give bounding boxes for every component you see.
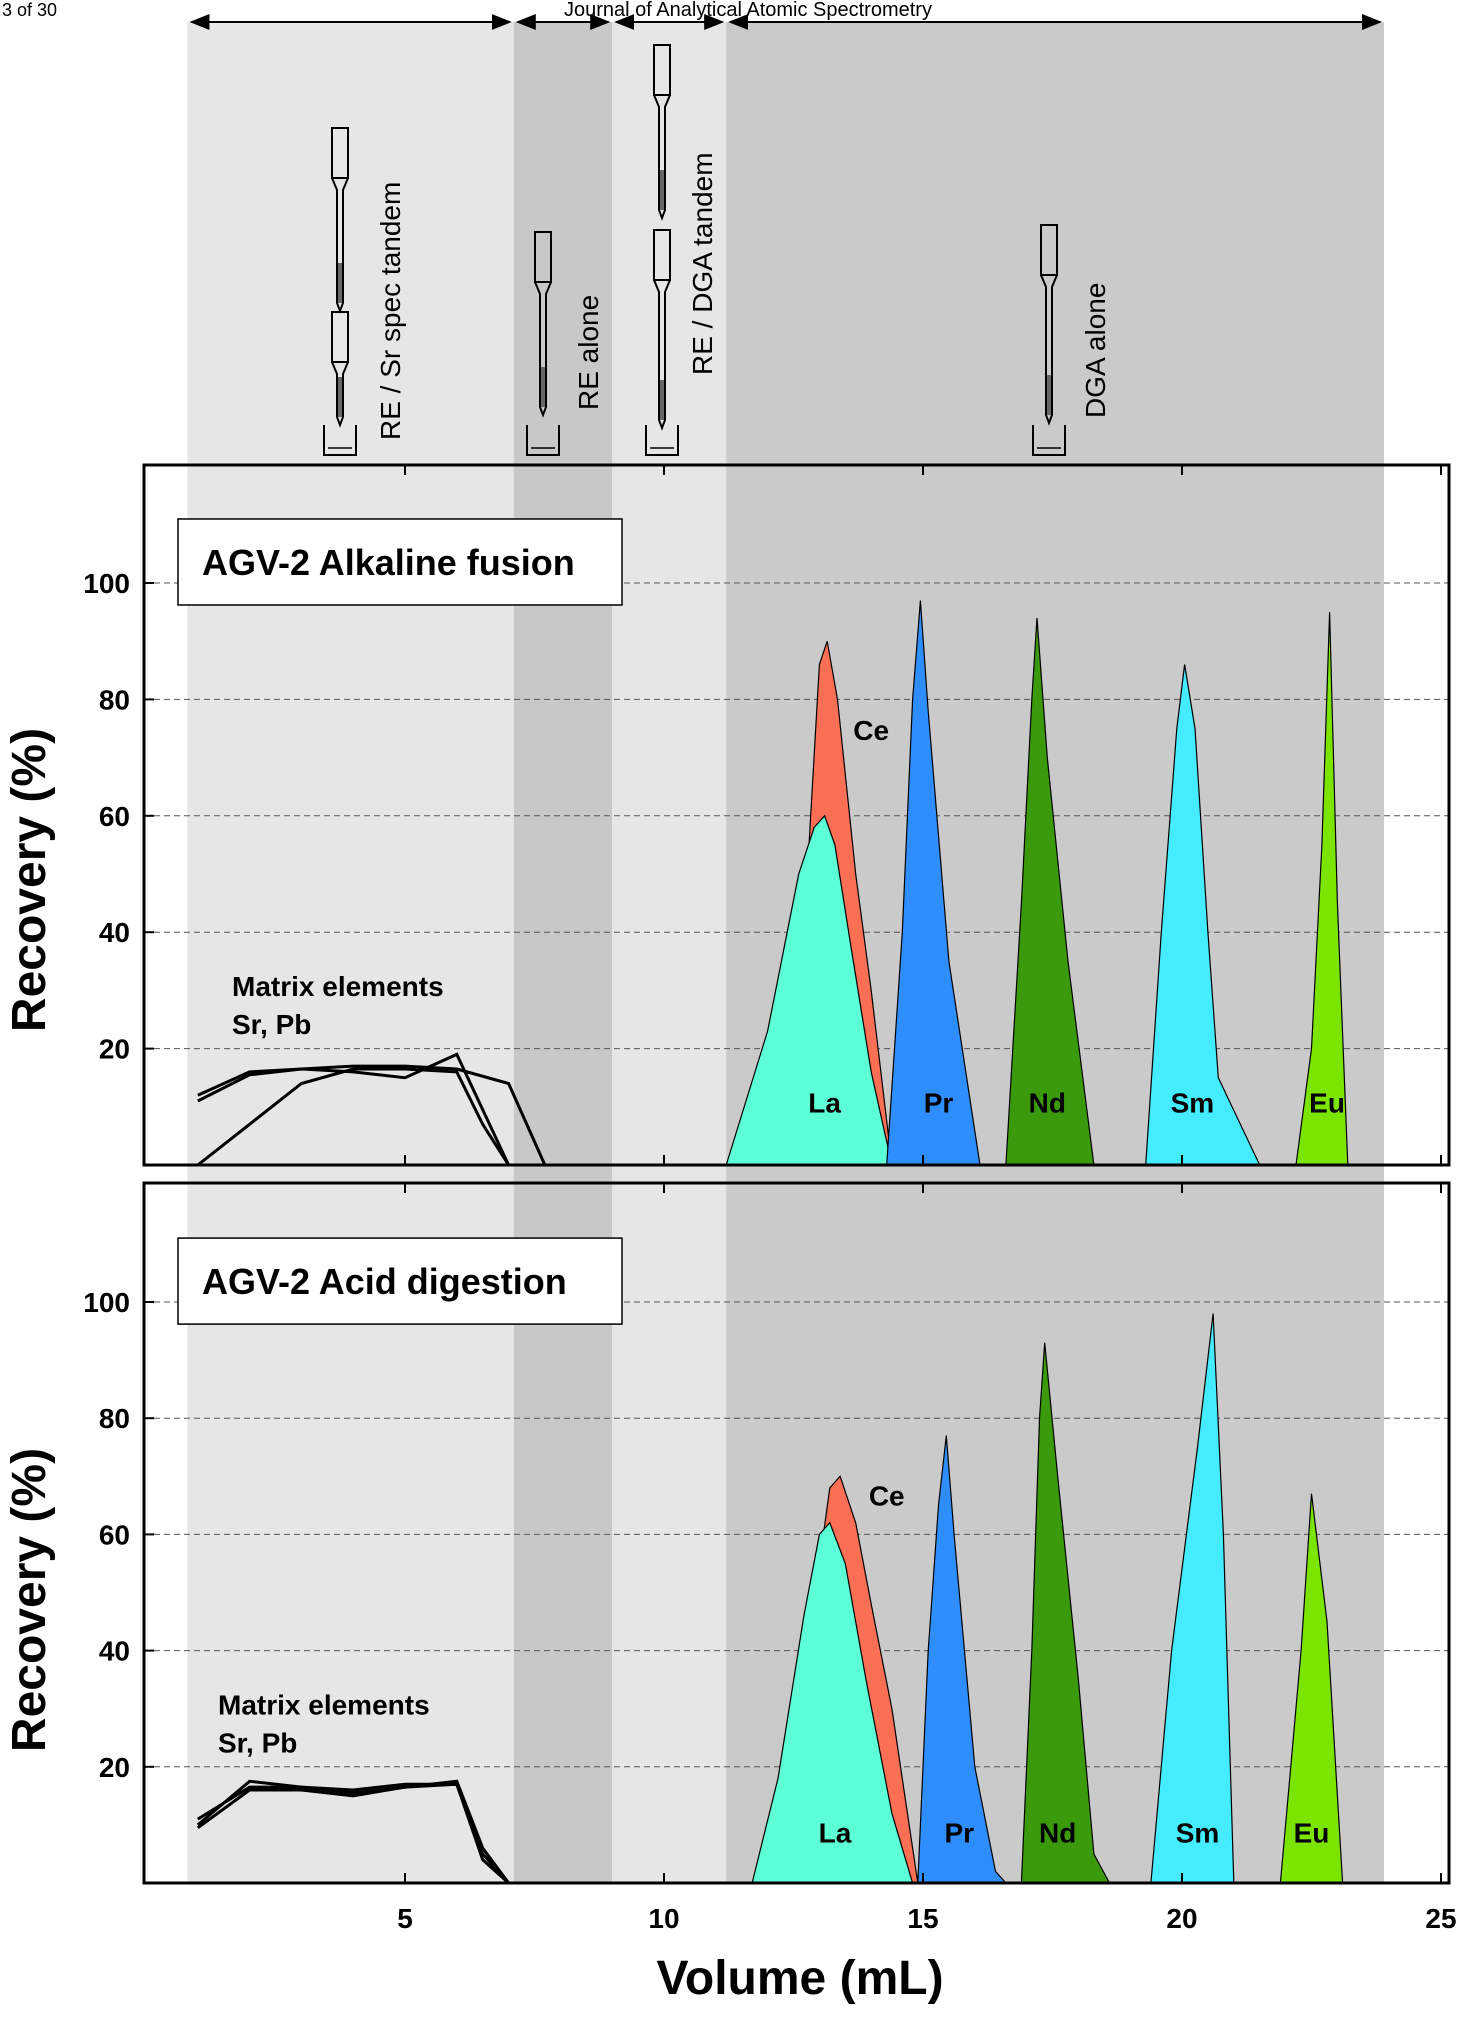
page-number: 3 of 30 bbox=[2, 0, 57, 20]
y-tick-label: 40 bbox=[99, 1636, 130, 1667]
x-tick-label: 10 bbox=[648, 1903, 679, 1934]
x-tick-label: 15 bbox=[907, 1903, 938, 1934]
series-label-la: La bbox=[808, 1088, 841, 1119]
y-tick-label: 40 bbox=[99, 917, 130, 948]
series-label-sm: Sm bbox=[1176, 1817, 1220, 1848]
y-tick-label: 100 bbox=[83, 1287, 130, 1318]
matrix-annotation-sub: Sr, Pb bbox=[232, 1009, 311, 1040]
y-tick-label: 100 bbox=[83, 568, 130, 599]
series-label-la: La bbox=[819, 1817, 852, 1848]
stage-band-re-sr bbox=[187, 22, 513, 1883]
series-label-eu: Eu bbox=[1309, 1088, 1345, 1119]
chart-title: AGV-2 Acid digestion bbox=[202, 1261, 567, 1302]
series-label-eu: Eu bbox=[1294, 1817, 1330, 1848]
series-label-ce: Ce bbox=[869, 1480, 905, 1511]
stage-label-re-dga: RE / DGA tandem bbox=[687, 152, 718, 375]
y-axis-label-bottom: Recovery (%) bbox=[3, 1448, 56, 1752]
chart-title: AGV-2 Alkaline fusion bbox=[202, 542, 575, 583]
stage-label-re-sr: RE / Sr spec tandem bbox=[375, 182, 406, 440]
x-tick-label: 25 bbox=[1425, 1903, 1456, 1934]
y-tick-label: 20 bbox=[99, 1034, 130, 1065]
y-tick-label: 80 bbox=[99, 1403, 130, 1434]
y-tick-label: 80 bbox=[99, 684, 130, 715]
y-axis-label-top: Recovery (%) bbox=[3, 728, 56, 1032]
y-tick-label: 60 bbox=[99, 801, 130, 832]
matrix-annotation: Matrix elements bbox=[232, 971, 444, 1002]
stage-label-dga: DGA alone bbox=[1080, 283, 1111, 418]
y-tick-label: 60 bbox=[99, 1519, 130, 1550]
series-label-ce: Ce bbox=[853, 715, 889, 746]
series-label-pr: Pr bbox=[924, 1088, 954, 1119]
series-label-pr: Pr bbox=[944, 1817, 974, 1848]
x-axis-label: Volume (mL) bbox=[656, 1952, 943, 2005]
matrix-annotation: Matrix elements bbox=[218, 1690, 430, 1721]
journal-header: Journal of Analytical Atomic Spectrometr… bbox=[564, 0, 932, 21]
series-label-nd: Nd bbox=[1029, 1088, 1066, 1119]
stage-label-re: RE alone bbox=[573, 295, 604, 410]
series-label-nd: Nd bbox=[1039, 1817, 1076, 1848]
matrix-annotation-sub: Sr, Pb bbox=[218, 1728, 297, 1759]
x-tick-label: 20 bbox=[1166, 1903, 1197, 1934]
series-label-sm: Sm bbox=[1171, 1088, 1215, 1119]
y-tick-label: 20 bbox=[99, 1752, 130, 1783]
x-tick-label: 5 bbox=[397, 1903, 413, 1934]
